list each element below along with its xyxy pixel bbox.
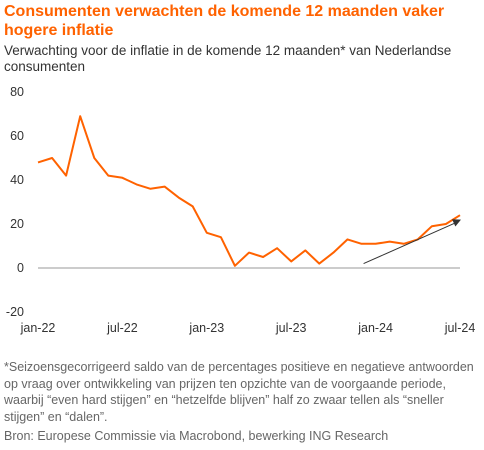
x-tick-label: jan-23 (188, 321, 224, 335)
trend-annotation (363, 219, 461, 265)
x-tick-label: jul-22 (106, 321, 138, 335)
source-note: Bron: Europese Commissie via Macrobond, … (4, 429, 389, 443)
x-tick-label: jan-24 (357, 321, 393, 335)
y-tick-label: 0 (17, 261, 24, 275)
series (37, 115, 461, 267)
y-axis: -20 0 20 40 60 80 (6, 85, 460, 319)
x-tick-label: jul-23 (275, 321, 307, 335)
y-tick-label: 20 (10, 217, 24, 231)
series-line (37, 115, 461, 267)
x-tick-label: jul-24 (444, 321, 476, 335)
chart-title: Consumenten verwachten de komende 12 maa… (4, 3, 445, 39)
y-tick-label: 80 (10, 85, 24, 99)
chart-subtitle: Verwachting voor de inflatie in de komen… (4, 43, 452, 74)
x-tick-label: jan-22 (20, 321, 56, 335)
footnote: *Seizoensgecorrigeerd saldo van de perce… (4, 360, 474, 424)
y-tick-label: 60 (10, 129, 24, 143)
y-tick-label: -20 (6, 305, 24, 319)
trend-arrow-head (452, 219, 461, 227)
trend-arrow-shaft (363, 222, 456, 265)
y-tick-label: 40 (10, 173, 24, 187)
x-axis: jan-22 jul-22 jan-23 jul-23 jan-24 jul-24 (20, 321, 476, 335)
